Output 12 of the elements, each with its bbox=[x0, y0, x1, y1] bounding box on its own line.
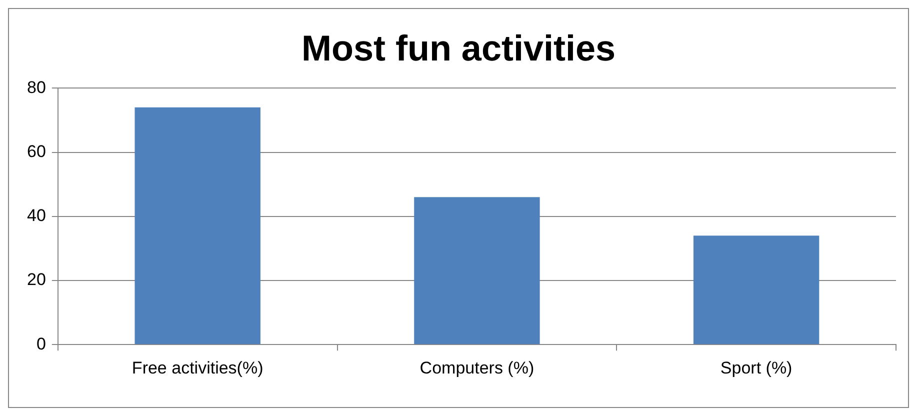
y-tick-label: 40 bbox=[26, 206, 46, 226]
x-tick-label: Sport (%) bbox=[720, 358, 792, 378]
y-tick-label: 0 bbox=[36, 334, 46, 354]
bar bbox=[134, 107, 260, 344]
bar bbox=[693, 236, 820, 344]
y-tick-label: 60 bbox=[26, 142, 46, 161]
chart-title: Most fun activities bbox=[301, 28, 616, 69]
x-tick-label: Computers (%) bbox=[420, 358, 534, 378]
bar bbox=[414, 197, 540, 344]
x-tick-label: Free activities(%) bbox=[132, 358, 264, 378]
y-tick-label: 20 bbox=[26, 270, 46, 290]
y-tick-label: 80 bbox=[26, 78, 46, 97]
